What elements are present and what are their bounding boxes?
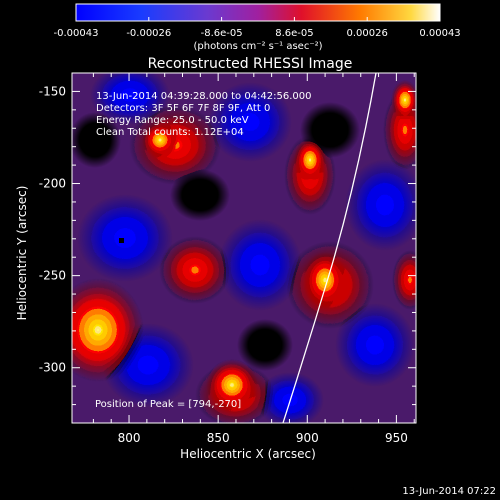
y-axis-label: Heliocentric Y (arcsec) <box>15 186 29 321</box>
y-tick-label: -150 <box>39 84 66 98</box>
colorbar-units-label: (photons cm⁻² s⁻¹ asec⁻²) <box>193 41 322 52</box>
y-tick-label: -250 <box>39 269 66 283</box>
y-tick-label: -200 <box>39 177 66 191</box>
colorbar-tick-label: -0.00026 <box>126 28 171 39</box>
info-clean-counts: Clean Total counts: 1.12E+04 <box>96 127 244 138</box>
x-tick-label: 800 <box>118 431 141 445</box>
rhessi-image <box>72 73 416 423</box>
colorbar: -0.00043 -0.00026 -8.6e-05 8.6e-05 0.00026 0.… <box>54 3 461 52</box>
colorbar-ticks <box>75 17 441 21</box>
x-tick-label: 900 <box>296 431 319 445</box>
y-axis-ticks: -150 -200 -250 -300 <box>39 72 416 424</box>
colorbar-tick-label: 0.00026 <box>347 28 388 39</box>
info-energy-range: Energy Range: 25.0 - 50.0 keV <box>96 115 249 126</box>
x-axis-label: Heliocentric X (arcsec) <box>180 447 316 461</box>
x-axis-ticks: 800 850 900 950 <box>92 73 415 445</box>
observation-info: 13-Jun-2014 04:39:28.000 to 04:42:56.000… <box>96 91 312 138</box>
peak-position-label: Position of Peak = [794,-270] <box>95 399 241 410</box>
solar-limb <box>282 73 377 423</box>
colorbar-gradient <box>75 3 441 22</box>
y-tick-label: -300 <box>39 361 66 375</box>
x-tick-label: 950 <box>385 431 408 445</box>
colorbar-tick-label: -0.00043 <box>54 28 99 39</box>
info-time-range: 13-Jun-2014 04:39:28.000 to 04:42:56.000 <box>96 91 312 102</box>
info-detectors: Detectors: 3F 5F 6F 7F 8F 9F, Att 0 <box>96 103 270 114</box>
colorbar-tick-labels: -0.00043 -0.00026 -8.6e-05 8.6e-05 0.00026 0.… <box>54 28 461 39</box>
plot-frame <box>71 72 417 424</box>
x-tick-label: 850 <box>207 431 230 445</box>
footer-timestamp: 13-Jun-2014 07:22 <box>402 486 496 497</box>
colorbar-tick-label: 8.6e-05 <box>275 28 313 39</box>
colorbar-tick-label: -8.6e-05 <box>201 28 243 39</box>
peak-marker <box>119 238 124 243</box>
plot-title: Reconstructed RHESSI Image <box>148 56 353 72</box>
colorbar-tick-label: 0.00043 <box>419 28 460 39</box>
